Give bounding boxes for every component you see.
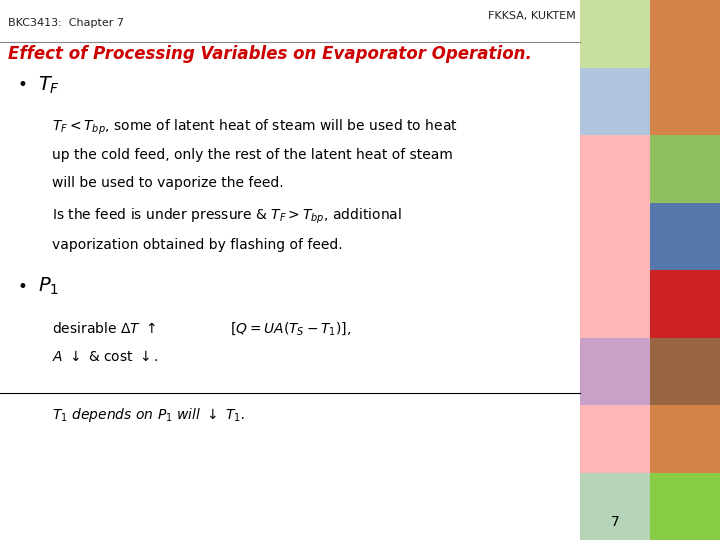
Text: Is the feed is under pressure & $T_F > T_{bp}$, additional: Is the feed is under pressure & $T_F > T…: [52, 207, 402, 226]
Text: $T_1$ depends on $P_1$ will $\downarrow$ $T_1$.: $T_1$ depends on $P_1$ will $\downarrow$…: [52, 407, 245, 424]
Text: $A$ $\downarrow$ & cost $\downarrow$.: $A$ $\downarrow$ & cost $\downarrow$.: [52, 349, 158, 363]
Text: $[Q = UA(T_S - T_1)],$: $[Q = UA(T_S - T_1)],$: [230, 320, 351, 337]
Bar: [580, 270, 650, 338]
Bar: [650, 0, 720, 68]
Bar: [580, 202, 650, 270]
Bar: [580, 472, 650, 540]
Text: 7: 7: [611, 515, 620, 529]
Bar: [650, 68, 720, 135]
Bar: [580, 135, 650, 202]
Text: desirable $\Delta T$ $\uparrow$: desirable $\Delta T$ $\uparrow$: [52, 321, 156, 336]
Text: $T_F < T_{bp}$, some of latent heat of steam will be used to heat: $T_F < T_{bp}$, some of latent heat of s…: [52, 117, 458, 137]
Text: •: •: [18, 278, 28, 295]
Text: FKKSA, KUKTEM: FKKSA, KUKTEM: [487, 11, 575, 21]
Text: Effect of Processing Variables on Evaporator Operation.: Effect of Processing Variables on Evapor…: [8, 45, 532, 63]
Bar: [650, 135, 720, 202]
Bar: [650, 202, 720, 270]
Bar: [580, 68, 650, 135]
Bar: [650, 405, 720, 472]
Bar: [580, 338, 650, 405]
Text: $P_1$: $P_1$: [38, 276, 59, 297]
Bar: [650, 472, 720, 540]
Bar: [650, 270, 720, 338]
Bar: [650, 338, 720, 405]
Text: $T_F$: $T_F$: [38, 75, 60, 96]
Text: up the cold feed, only the rest of the latent heat of steam: up the cold feed, only the rest of the l…: [52, 148, 453, 162]
Bar: [580, 405, 650, 472]
Text: vaporization obtained by flashing of feed.: vaporization obtained by flashing of fee…: [52, 238, 343, 252]
Bar: [580, 0, 650, 68]
Text: BKC3413:  Chapter 7: BKC3413: Chapter 7: [8, 18, 124, 28]
Text: •: •: [18, 76, 28, 94]
Text: will be used to vaporize the feed.: will be used to vaporize the feed.: [52, 176, 284, 190]
